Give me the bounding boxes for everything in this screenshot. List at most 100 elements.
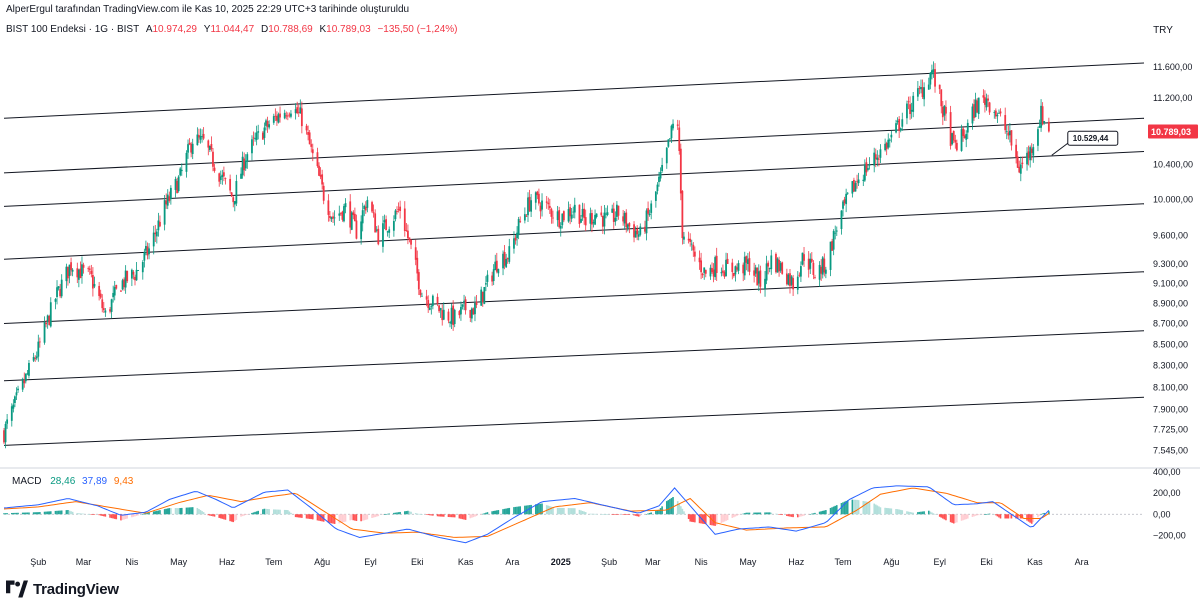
histogram-bar: [56, 510, 58, 515]
candle: [417, 269, 420, 296]
candle-body: [56, 287, 58, 298]
candle: [300, 101, 303, 134]
candle: [213, 163, 216, 173]
candle: [464, 296, 467, 315]
macd-hist-value: 28,46: [50, 476, 76, 487]
candle: [102, 302, 105, 313]
histogram-bar: [352, 514, 355, 521]
histogram-bar: [48, 511, 51, 515]
histogram-bar: [397, 512, 400, 515]
candle-body: [548, 205, 551, 209]
candle-body: [541, 200, 543, 210]
candle-body: [157, 220, 160, 231]
candle: [104, 308, 107, 317]
histogram-bar: [427, 514, 429, 516]
candle: [654, 191, 657, 208]
candle: [180, 163, 183, 176]
currency-button[interactable]: TRY: [1153, 24, 1173, 36]
candle: [633, 221, 635, 243]
histogram-bar: [787, 514, 790, 517]
histogram-bar: [452, 514, 454, 518]
macd-legend[interactable]: MACD 28,46 37,89 9,43: [12, 476, 133, 487]
time-tick-label: Ara: [1075, 557, 1089, 567]
price-tick-label: 7.545,00: [1153, 446, 1188, 456]
histogram-bar: [428, 514, 431, 516]
candle-body: [213, 167, 216, 171]
candle: [421, 292, 423, 297]
histogram-bar: [46, 511, 49, 515]
histogram-bar: [530, 504, 532, 515]
candle: [371, 200, 373, 214]
tradingview-brand[interactable]: TradingView: [6, 580, 119, 598]
histogram-bar: [963, 514, 966, 520]
candle: [332, 212, 334, 224]
histogram-bar: [962, 514, 964, 521]
histogram-bar: [851, 499, 854, 515]
candle: [232, 195, 235, 208]
candle: [392, 215, 395, 237]
candle: [212, 147, 214, 172]
candle: [778, 256, 780, 277]
candle-body: [612, 208, 615, 222]
histogram-bar: [154, 511, 157, 515]
histogram-bar: [966, 514, 969, 519]
candle-body: [918, 88, 921, 89]
histogram-bar: [825, 510, 827, 515]
histogram-bar: [394, 512, 397, 515]
candle-body: [820, 266, 823, 274]
candle: [363, 204, 366, 217]
histogram-bar: [917, 512, 919, 515]
candle-body: [927, 84, 930, 90]
channel-line: [3, 203, 1145, 260]
candle: [6, 413, 9, 429]
candle-body: [251, 139, 253, 154]
candle-body: [807, 258, 810, 270]
candle-body: [17, 388, 19, 391]
histogram-bar: [294, 514, 297, 518]
candle: [845, 188, 848, 213]
candle-body: [746, 259, 749, 264]
candle-body: [896, 120, 899, 123]
histogram-bar: [943, 514, 946, 520]
histogram-bar: [811, 513, 813, 515]
candle: [759, 265, 762, 294]
channel-line: [3, 396, 1145, 446]
candle-body: [743, 256, 746, 276]
histogram-bar: [235, 514, 238, 520]
candle: [126, 270, 129, 283]
candle-body: [901, 119, 904, 127]
macd-tick-label: 0,00: [1153, 509, 1171, 519]
candle-body: [26, 373, 29, 375]
candle: [308, 129, 311, 145]
histogram-bar: [765, 512, 768, 515]
candle-body: [450, 307, 453, 324]
time-tick-label: Kas: [1027, 557, 1043, 567]
candle-body: [715, 255, 718, 273]
histogram-bar: [254, 511, 256, 515]
histogram-bar: [450, 514, 453, 518]
candle-body: [101, 299, 104, 309]
candle-body: [584, 217, 587, 226]
candle: [965, 130, 968, 148]
candle-body: [556, 211, 559, 221]
histogram-bar: [163, 509, 166, 515]
histogram-bar: [942, 514, 944, 519]
candle: [868, 157, 871, 170]
candle-body: [966, 122, 969, 133]
candle: [669, 138, 671, 140]
symbol-legend[interactable]: BIST 100 Endeksi · 1G · BIST A10.974,29 …: [6, 24, 458, 35]
histogram-bar: [268, 509, 270, 515]
candle: [497, 268, 500, 277]
candle-body: [812, 262, 815, 275]
histogram-bar: [971, 514, 974, 517]
histogram-bar: [552, 507, 554, 515]
candle: [934, 63, 936, 93]
candle-body: [76, 268, 79, 278]
candle: [584, 209, 587, 232]
candle-body: [12, 404, 15, 409]
histogram-bar: [503, 508, 506, 515]
candle: [187, 139, 189, 159]
candle: [573, 197, 576, 219]
histogram-bar: [742, 513, 745, 515]
